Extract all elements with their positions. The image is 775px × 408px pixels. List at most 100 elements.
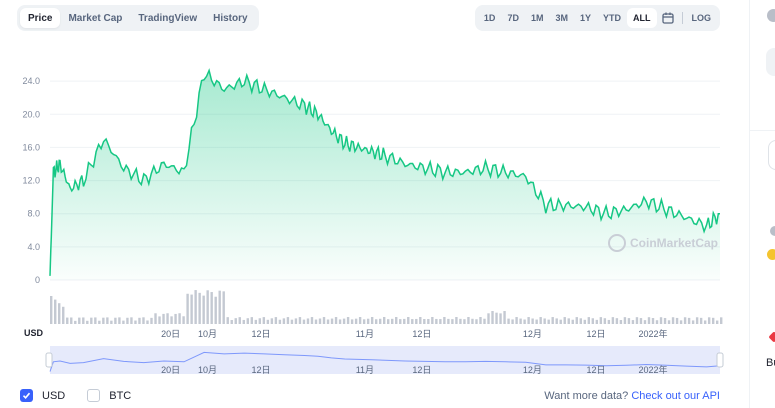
volume-bar — [567, 318, 570, 324]
volume-bar — [106, 317, 109, 324]
volume-bar — [134, 320, 137, 324]
volume-bar — [170, 316, 173, 324]
volume-bar — [246, 318, 249, 324]
y-tick-label: 0 — [35, 275, 40, 285]
navigator-tick-label: 20日 — [161, 365, 180, 375]
volume-bar — [663, 317, 667, 324]
y-tick-label: 8.0 — [27, 209, 40, 219]
volume-bar — [659, 317, 663, 324]
navigator-tick-label: 11月 — [356, 365, 374, 375]
tab-tradingview[interactable]: TradingView — [138, 12, 198, 24]
volume-bar — [158, 316, 161, 324]
volume-bar — [511, 319, 514, 324]
post-avatar[interactable] — [770, 226, 775, 236]
watermark-text: CoinMarketCap — [630, 236, 718, 250]
volume-bar — [334, 317, 338, 324]
volume-bar — [250, 317, 253, 324]
volume-bar — [358, 317, 362, 324]
chart-tabs: Price Market Cap TradingView History — [17, 5, 259, 31]
navigator-handle-right[interactable] — [716, 352, 724, 368]
volume-bar — [318, 318, 322, 324]
volume-bar — [555, 318, 558, 324]
volume-bar — [419, 317, 422, 324]
range-ytd[interactable]: YTD — [603, 13, 621, 23]
volume-bar — [294, 318, 298, 324]
navigator-tick-label: 12日 — [252, 365, 271, 375]
sidebar-input[interactable] — [768, 140, 775, 170]
volume-bar — [695, 317, 699, 324]
tab-price[interactable]: Price — [20, 8, 61, 28]
range-all[interactable]: ALL — [627, 8, 657, 28]
volume-bar — [266, 319, 270, 324]
x-tick-label: 2022年 — [638, 328, 667, 339]
volume-bar — [479, 317, 482, 324]
tab-market-cap[interactable]: Market Cap — [68, 12, 123, 24]
volume-bar — [543, 318, 546, 324]
chart-legend: USD BTC — [20, 389, 153, 402]
volume-bar — [350, 319, 354, 324]
range-navigator[interactable]: 20日 10月 12日 11月 12日 12月 12日 2022年 — [45, 346, 724, 375]
volume-bar — [102, 317, 105, 324]
volume-bar — [591, 318, 595, 324]
range-1y[interactable]: 1Y — [579, 13, 591, 23]
navigator-tick-label: 12日 — [587, 365, 606, 375]
volume-bar — [298, 317, 302, 324]
volume-bar — [98, 320, 101, 324]
volume-bar — [399, 319, 402, 324]
navigator-handle-left[interactable] — [45, 352, 53, 368]
volume-bar — [182, 316, 185, 324]
volume-bar — [202, 295, 205, 324]
volume-bar — [186, 293, 189, 324]
volume-bar — [274, 317, 278, 324]
y-tick-label: 4.0 — [27, 242, 40, 252]
y-tick-label: 16.0 — [22, 142, 40, 152]
tab-history[interactable]: History — [213, 12, 248, 24]
volume-bar — [671, 317, 675, 324]
volume-bar — [720, 317, 723, 324]
volume-bar — [342, 318, 346, 324]
volume-bar — [707, 317, 711, 324]
x-tick-label: 12日 — [412, 329, 431, 339]
check-icon — [22, 392, 31, 399]
log-toggle[interactable]: LOG — [691, 13, 712, 23]
volume-bar — [507, 318, 510, 324]
volume-bar — [58, 303, 61, 324]
volume-bar — [407, 317, 410, 324]
volume-bar — [655, 320, 659, 324]
calendar-icon[interactable] — [657, 8, 679, 28]
volume-bar — [310, 317, 314, 324]
volume-bar — [110, 320, 113, 324]
price-line[interactable] — [49, 68, 720, 276]
volume-bar — [90, 317, 93, 324]
range-3m[interactable]: 3M — [555, 13, 568, 23]
volume-bar — [114, 317, 117, 324]
volume-bar — [499, 313, 502, 324]
volume-bar — [539, 317, 542, 324]
y-tick-label: 12.0 — [22, 176, 40, 186]
volume-bar — [302, 319, 306, 324]
range-7d[interactable]: 7D — [507, 13, 519, 23]
usd-checkbox[interactable] — [20, 389, 33, 402]
volume-bar — [370, 317, 374, 324]
navigator-line — [49, 351, 721, 372]
range-divider — [681, 12, 683, 24]
volume-bar — [254, 319, 258, 324]
volume-bar — [547, 319, 550, 324]
volume-bar — [198, 292, 201, 324]
volume-bar — [647, 317, 651, 324]
range-1m[interactable]: 1M — [530, 13, 544, 23]
volume-bar — [226, 317, 229, 324]
watermark: CoinMarketCap — [608, 234, 718, 252]
volume-bar — [218, 290, 221, 324]
volume-bar — [447, 318, 450, 324]
volume-bar — [395, 317, 398, 324]
sidebar-card[interactable] — [766, 48, 775, 76]
volume-bar — [178, 313, 181, 324]
btc-checkbox[interactable] — [87, 389, 101, 402]
volume-bar — [162, 313, 165, 324]
volume-bar — [387, 319, 390, 324]
range-1d[interactable]: 1D — [483, 13, 496, 23]
api-link[interactable]: Check out our API — [631, 390, 720, 402]
volume-bar — [687, 317, 691, 324]
avatar[interactable] — [767, 9, 775, 22]
